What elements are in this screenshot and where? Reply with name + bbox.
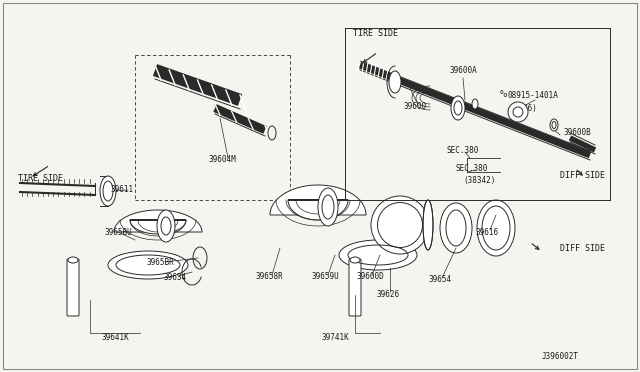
Text: 39600: 39600: [403, 102, 427, 111]
Text: 39658R: 39658R: [255, 272, 283, 281]
Text: TIRE SIDE: TIRE SIDE: [18, 173, 63, 183]
Text: 39634: 39634: [163, 273, 187, 282]
Ellipse shape: [350, 257, 360, 263]
Text: 39600B: 39600B: [563, 128, 591, 137]
Text: 3965BU: 3965BU: [104, 228, 132, 237]
Text: J396002T: J396002T: [541, 352, 579, 361]
Circle shape: [513, 107, 523, 117]
Ellipse shape: [318, 188, 338, 226]
Text: °: °: [499, 90, 505, 100]
Polygon shape: [130, 220, 186, 234]
Ellipse shape: [157, 210, 175, 242]
Ellipse shape: [108, 251, 188, 279]
Ellipse shape: [161, 217, 171, 235]
Text: 3965BR: 3965BR: [146, 258, 174, 267]
Ellipse shape: [100, 176, 116, 206]
Text: DIFF SIDE: DIFF SIDE: [560, 244, 605, 253]
Text: 39626: 39626: [376, 290, 399, 299]
Text: 39600A: 39600A: [449, 66, 477, 75]
Text: 39741K: 39741K: [321, 333, 349, 342]
Ellipse shape: [550, 119, 558, 131]
Ellipse shape: [454, 101, 462, 115]
Text: SEC.380: SEC.380: [456, 164, 488, 173]
Ellipse shape: [477, 200, 515, 256]
Ellipse shape: [472, 99, 478, 109]
Text: (38342): (38342): [464, 176, 496, 185]
FancyBboxPatch shape: [349, 259, 361, 316]
Polygon shape: [114, 210, 202, 232]
Ellipse shape: [322, 195, 334, 219]
Ellipse shape: [339, 240, 417, 270]
Polygon shape: [270, 185, 366, 215]
Text: 08915-1401A: 08915-1401A: [507, 90, 558, 99]
Text: SEC.380: SEC.380: [447, 145, 479, 154]
Text: 39659U: 39659U: [311, 272, 339, 281]
Polygon shape: [288, 200, 348, 220]
Text: 39654: 39654: [428, 275, 452, 284]
Text: 39611: 39611: [111, 185, 134, 194]
FancyBboxPatch shape: [67, 259, 79, 316]
Text: (6): (6): [523, 103, 537, 112]
Text: TIRE SIDE: TIRE SIDE: [353, 29, 398, 38]
Text: 39600D: 39600D: [356, 272, 384, 281]
Circle shape: [508, 102, 528, 122]
Ellipse shape: [389, 71, 401, 93]
Text: 39641K: 39641K: [101, 333, 129, 342]
Text: 39604M: 39604M: [208, 155, 236, 164]
Ellipse shape: [451, 96, 465, 120]
Ellipse shape: [440, 203, 472, 253]
Text: °: °: [502, 93, 508, 103]
Text: 39616: 39616: [476, 228, 499, 237]
Ellipse shape: [68, 257, 78, 263]
Ellipse shape: [423, 200, 433, 250]
Text: DIFF SIDE: DIFF SIDE: [560, 170, 605, 180]
Ellipse shape: [371, 196, 429, 254]
